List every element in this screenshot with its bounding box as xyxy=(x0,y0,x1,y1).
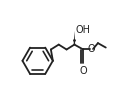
Text: OH: OH xyxy=(75,25,90,35)
Polygon shape xyxy=(74,31,75,45)
Text: O: O xyxy=(80,66,87,76)
Text: O: O xyxy=(88,44,95,54)
